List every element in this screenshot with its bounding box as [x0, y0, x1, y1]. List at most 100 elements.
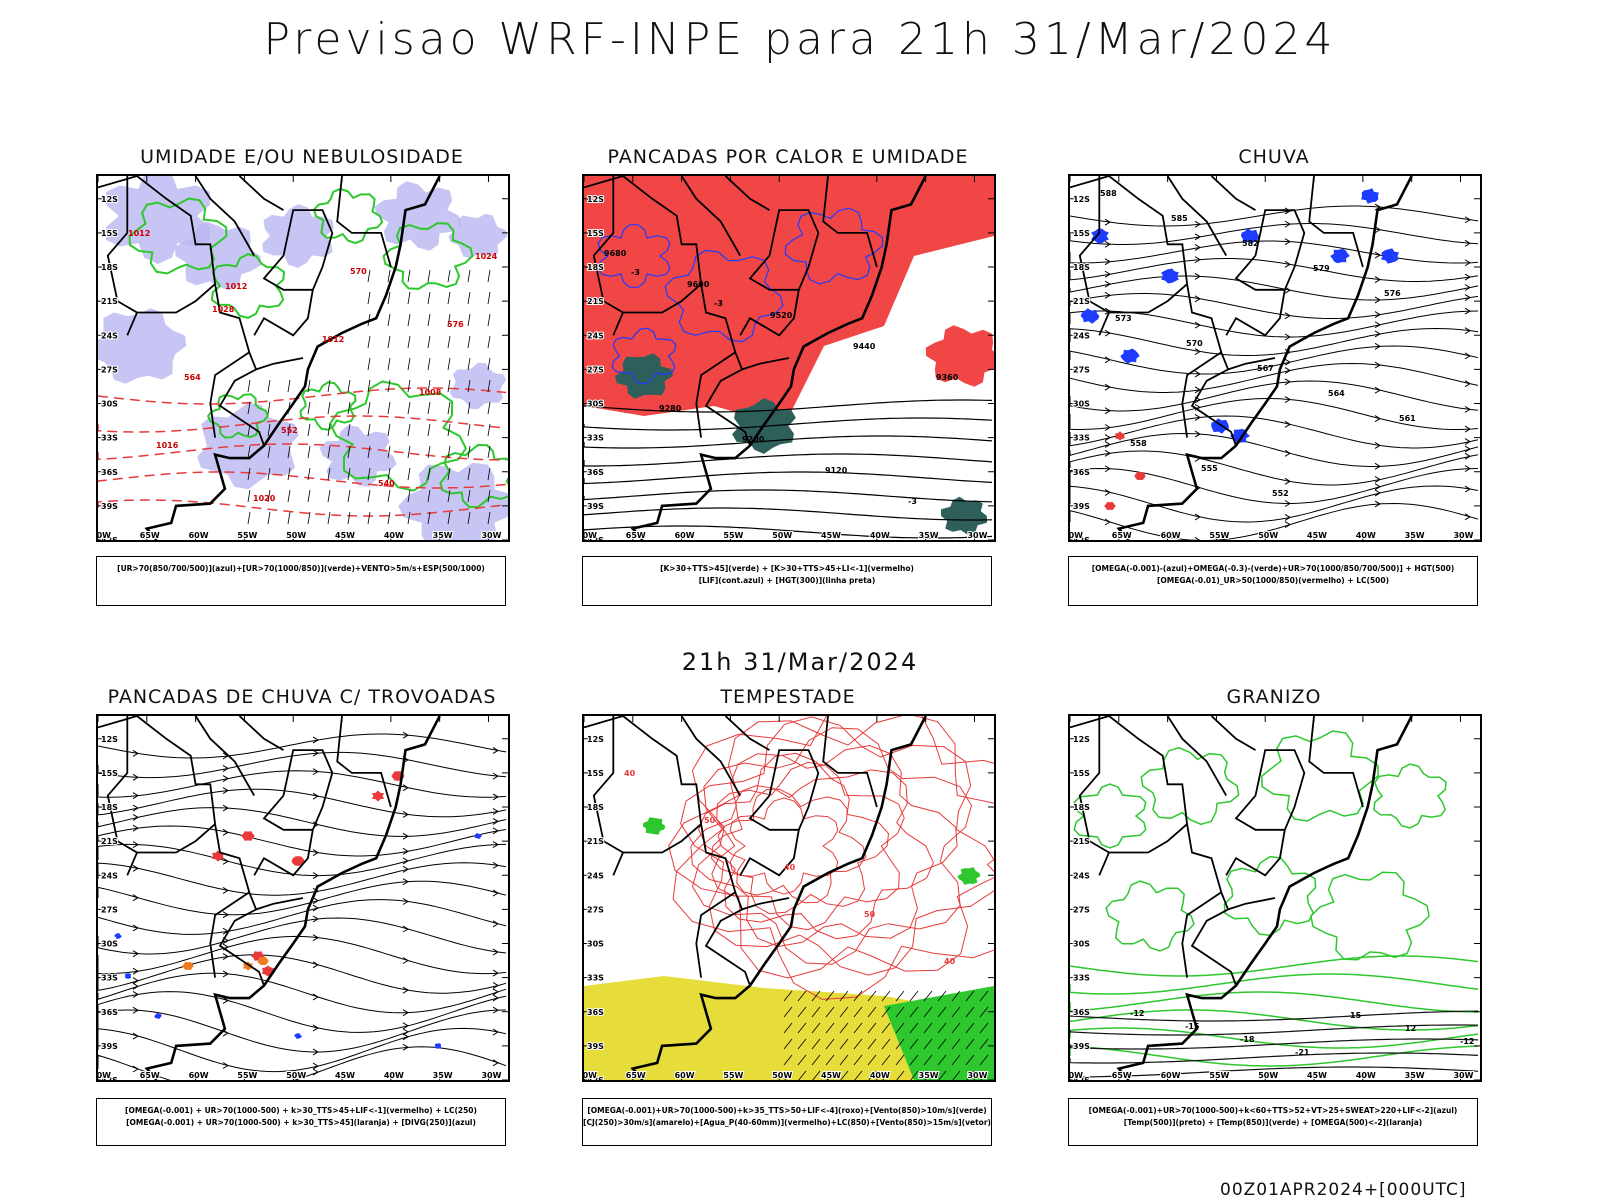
- streamline: [1070, 502, 1479, 540]
- contour-label: 9120: [825, 466, 848, 475]
- lon-label: 65W: [626, 531, 646, 540]
- wind-vector: [797, 990, 807, 1002]
- lon-label: 40W: [1356, 531, 1376, 540]
- wind-vector: [839, 990, 849, 1002]
- streamline-arrow: [1374, 342, 1381, 350]
- streamline-arrow: [1104, 240, 1111, 248]
- wind-vector: [367, 379, 371, 393]
- wind-vector: [407, 489, 411, 503]
- wind-vector: [367, 269, 371, 283]
- omega-ur-area: [1134, 472, 1146, 480]
- streamline-arrow: [1104, 424, 1111, 431]
- wind-vector: [447, 291, 451, 305]
- streamline: [1070, 327, 1479, 356]
- wind-vector: [447, 489, 451, 503]
- legend-line: [OMEGA(-0.001)-(azul)+OMEGA(-0.3)-(verde…: [1091, 564, 1455, 573]
- wind-vector: [307, 379, 311, 393]
- streamline-arrow: [1194, 256, 1201, 264]
- streamline-arrow: [1104, 434, 1111, 442]
- lon-label: 60W: [1161, 531, 1181, 540]
- wind-vector: [467, 379, 471, 393]
- divergence-area: [154, 1013, 162, 1019]
- wind-vector: [881, 990, 891, 1002]
- streamline-arrow: [132, 982, 139, 990]
- streamline: [98, 991, 507, 1033]
- contour-label: 1012: [225, 282, 247, 291]
- streamline: [98, 788, 507, 818]
- streamline-arrow: [132, 749, 139, 757]
- contour-label: 555: [1201, 464, 1218, 473]
- lat-label: 12S: [587, 195, 604, 204]
- lon-label: 65W: [1112, 1071, 1132, 1080]
- wind-vector: [979, 1022, 989, 1034]
- omega-area: [1330, 248, 1350, 264]
- wind-vector: [881, 1022, 891, 1034]
- lat-label: 42S: [587, 536, 604, 540]
- lat-label: 36S: [101, 1008, 118, 1017]
- streamline-arrow: [132, 792, 139, 800]
- wind-vector: [467, 423, 471, 437]
- streamline-arrow: [132, 1065, 139, 1073]
- contour-label: -3: [631, 268, 640, 277]
- contour-label: 12: [1405, 1024, 1416, 1033]
- border-line: [126, 823, 216, 876]
- temp850-contour: [1310, 871, 1430, 961]
- coastline-path: [144, 176, 441, 540]
- border-line: [612, 283, 702, 336]
- run-info-footer: 00Z01APR2024+[000UTC]: [1220, 1180, 1467, 1200]
- wind-vector: [839, 1038, 849, 1050]
- lon-label: 40W: [1356, 1071, 1376, 1080]
- streamline-arrow: [1284, 220, 1291, 228]
- streamline: [1070, 485, 1479, 523]
- border-line: [336, 176, 392, 268]
- wind-vector: [347, 467, 351, 481]
- border-line: [209, 891, 250, 978]
- lon-label: 60W: [189, 1071, 209, 1080]
- wind-vector: [307, 423, 311, 437]
- wind-vector: [840, 1070, 849, 1080]
- streamline-arrow: [132, 924, 139, 932]
- contour-label: -12: [1130, 1009, 1144, 1018]
- wind-vector: [467, 269, 471, 283]
- streamline: [1070, 345, 1479, 375]
- lat-label: 21S: [1073, 837, 1090, 846]
- wind-vector: [347, 445, 351, 459]
- streamline-arrow: [1464, 438, 1471, 446]
- streamline-arrow: [1104, 291, 1111, 299]
- wind-vector: [951, 1006, 961, 1018]
- contour-label: 585: [1171, 214, 1188, 223]
- omega-area: [1080, 308, 1100, 324]
- border-line: [680, 716, 741, 797]
- border-line: [253, 829, 314, 877]
- panel-tempestade: TEMPESTADE 40 50 40 50 40 12S 15S 18S 21S 24S 27S 3…: [582, 686, 996, 1166]
- streamline-arrow: [1374, 442, 1381, 449]
- shower-area: [182, 962, 194, 970]
- border-line: [106, 176, 138, 314]
- streamline-arrow: [402, 986, 409, 994]
- wind-vector: [784, 1070, 793, 1080]
- border-line: [238, 176, 284, 211]
- border-line: [1098, 823, 1188, 876]
- wind-vector: [951, 1022, 961, 1034]
- wind-vector: [467, 291, 471, 305]
- streamline-arrow: [492, 994, 499, 1002]
- streamline-arrow: [312, 768, 319, 776]
- k-tts-li-area: [925, 325, 994, 387]
- legend-line: [OMEGA(-0.001) + UR>70(1000-500) + k>30_…: [125, 1106, 477, 1115]
- omega-area: [1161, 268, 1179, 284]
- temp850-contour: [1070, 1009, 1479, 1031]
- lon-label: 40W: [870, 531, 890, 540]
- streamline-arrow: [1104, 329, 1111, 337]
- wind-vector: [467, 335, 471, 349]
- lat-label: 36S: [1073, 468, 1090, 477]
- pw-contour: [680, 716, 994, 976]
- streamline-arrow: [312, 1048, 319, 1056]
- wind-vector: [367, 423, 371, 437]
- border-line: [255, 357, 304, 371]
- wind-vector: [937, 1054, 947, 1066]
- streamline-arrow: [492, 1059, 499, 1067]
- contour-label: -3: [908, 497, 917, 506]
- wind-vector: [347, 423, 351, 437]
- wind-vector: [347, 489, 351, 503]
- lon-label: 65W: [626, 1071, 646, 1080]
